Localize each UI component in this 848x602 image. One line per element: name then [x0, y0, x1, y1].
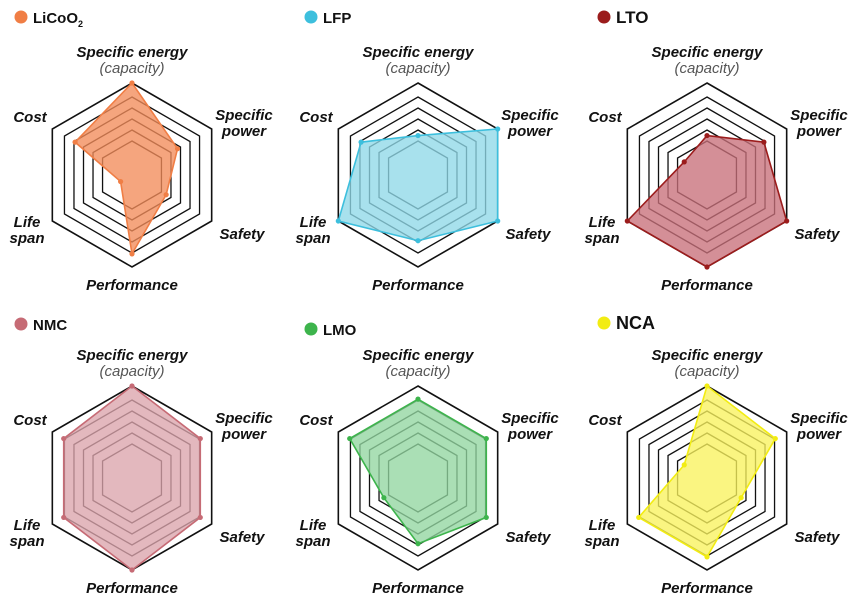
- data-point-performance: [704, 264, 710, 270]
- axis-label-safety: Safety: [219, 226, 265, 243]
- axis-label-life-span: Life span: [9, 214, 44, 247]
- data-point-performance: [704, 554, 710, 560]
- legend-label: LFP: [323, 10, 351, 27]
- legend-label: LMO: [323, 322, 357, 339]
- data-point-specific-energy: [415, 396, 421, 402]
- data-point-safety: [495, 218, 501, 224]
- axis-label-specific-energy: Specific energy (capacity): [363, 44, 475, 77]
- axis-label-specific-energy: Specific energy (capacity): [363, 347, 475, 380]
- radar-chart-lmo: Specific energy (capacity) Specific power Sa…: [295, 347, 559, 597]
- radar-chart-lto: Specific energy (capacity) Specific power Sa…: [584, 44, 848, 294]
- data-point-specific-energy: [704, 383, 710, 389]
- axis-label-cost: Cost: [13, 109, 47, 126]
- series-area: [348, 398, 488, 545]
- axis-label-performance: Performance: [661, 277, 753, 294]
- data-point-safety: [163, 192, 169, 198]
- axis-label-safety: Safety: [219, 529, 265, 546]
- axis-label-specific-power: Specific power: [790, 107, 848, 140]
- axis-label-life-span: Life span: [295, 517, 330, 550]
- data-point-safety: [197, 514, 203, 521]
- data-point-life-span: [381, 495, 387, 501]
- axis-label-specific-power: Specific power: [790, 410, 848, 443]
- data-point-life-span: [636, 514, 642, 521]
- legend-marker: [14, 317, 28, 331]
- data-point-specific-energy: [704, 132, 710, 139]
- data-point-specific-power: [761, 139, 767, 145]
- data-point-life-span: [335, 218, 341, 224]
- axis-label-performance: Performance: [372, 277, 464, 294]
- axis-label-life-span: Life span: [295, 214, 330, 247]
- data-point-specific-power: [174, 146, 181, 152]
- data-point-specific-energy: [415, 132, 421, 139]
- axis-label-safety: Safety: [505, 529, 551, 546]
- legend-label: NMC: [33, 317, 67, 334]
- axis-label-safety: Safety: [794, 226, 840, 243]
- data-point-cost: [61, 435, 67, 442]
- axis-label-specific-energy: Specific energy (capacity): [77, 347, 189, 380]
- legend-marker: [597, 316, 611, 330]
- axis-label-cost: Cost: [13, 412, 47, 429]
- series-area: [637, 384, 777, 558]
- axis-label-specific-power: Specific power: [501, 410, 559, 443]
- axis-label-safety: Safety: [505, 226, 551, 243]
- axis-label-cost: Cost: [299, 412, 333, 429]
- data-point-life-span: [624, 218, 630, 224]
- axis-label-life-span: Life span: [584, 517, 619, 550]
- legend-label: NCA: [616, 313, 655, 333]
- series-area: [626, 134, 788, 268]
- legend-marker: [304, 10, 318, 24]
- data-point-specific-power: [483, 435, 489, 442]
- grid-ring: [337, 385, 499, 571]
- data-point-cost: [72, 139, 78, 145]
- data-point-specific-power: [772, 435, 778, 442]
- axis-label-specific-power: Specific power: [501, 107, 559, 140]
- legend-marker: [304, 322, 318, 336]
- data-point-specific-power: [197, 435, 203, 442]
- data-point-safety: [784, 218, 790, 224]
- data-point-cost: [681, 159, 687, 165]
- data-point-life-span: [118, 178, 124, 185]
- data-point-performance: [129, 567, 135, 573]
- data-point-cost: [347, 435, 353, 442]
- radar-chart-nca: Specific energy (capacity) Specific power Sa…: [584, 347, 848, 597]
- series-area: [337, 128, 499, 242]
- axis-label-performance: Performance: [86, 277, 178, 294]
- axis-label-specific-power: Specific power: [215, 107, 273, 140]
- radar-chart-nmc: Specific energy (capacity) Specific power Sa…: [9, 347, 273, 597]
- data-point-performance: [415, 238, 421, 244]
- axis-label-cost: Cost: [588, 109, 622, 126]
- legend-label: LTO: [616, 8, 648, 27]
- axis-label-specific-energy: Specific energy (capacity): [652, 347, 764, 380]
- data-point-life-span: [61, 514, 67, 521]
- legend-label: LiCoO2: [33, 10, 83, 29]
- axis-label-safety: Safety: [794, 529, 840, 546]
- axis-label-life-span: Life span: [9, 517, 44, 550]
- axis-label-life-span: Life span: [584, 214, 619, 247]
- data-point-specific-power: [495, 126, 501, 132]
- data-point-specific-energy: [129, 383, 135, 389]
- axis-label-performance: Performance: [86, 580, 178, 597]
- data-point-cost: [681, 462, 687, 468]
- legend-marker: [14, 10, 28, 24]
- grid-ring: [626, 385, 788, 571]
- data-point-cost: [358, 139, 364, 145]
- data-point-safety: [483, 514, 489, 521]
- axis-label-specific-energy: Specific energy (capacity): [652, 44, 764, 77]
- data-point-safety: [738, 495, 744, 501]
- legend-marker: [597, 10, 611, 24]
- axis-label-performance: Performance: [661, 580, 753, 597]
- radar-chart-lfp: Specific energy (capacity) Specific power Sa…: [295, 44, 559, 294]
- axis-label-cost: Cost: [588, 412, 622, 429]
- axis-label-specific-energy: Specific energy (capacity): [77, 44, 189, 77]
- data-point-performance: [129, 251, 135, 257]
- axis-label-performance: Performance: [372, 580, 464, 597]
- grid-ring: [51, 82, 213, 268]
- data-point-specific-energy: [129, 80, 135, 86]
- axis-label-specific-power: Specific power: [215, 410, 273, 443]
- axis-label-cost: Cost: [299, 109, 333, 126]
- data-point-performance: [415, 541, 421, 547]
- radar-chart-licoo: Specific energy (capacity) Specific power Sa…: [9, 44, 273, 294]
